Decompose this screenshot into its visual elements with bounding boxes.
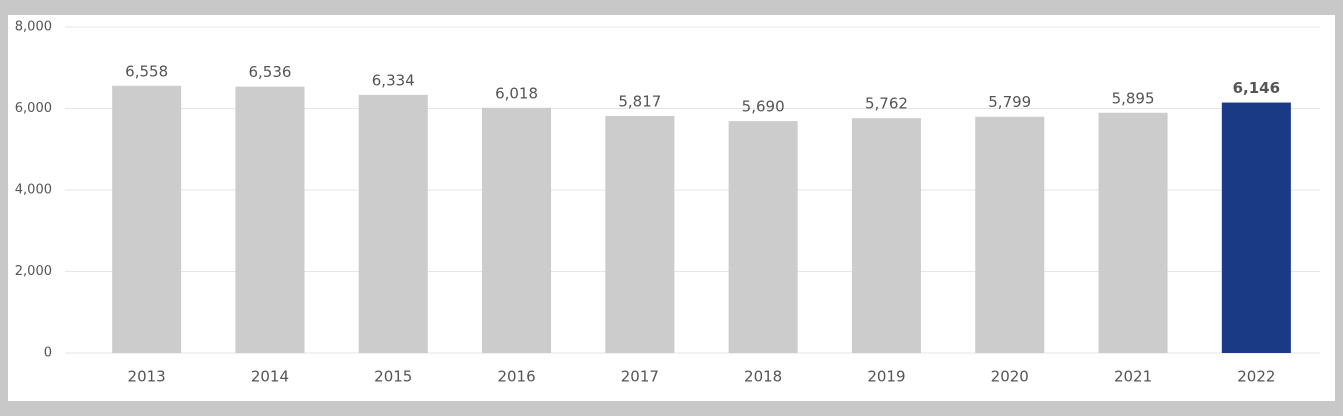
y-tick-label: 6,000 — [15, 101, 52, 116]
data-label: 5,799 — [988, 93, 1031, 111]
bar — [112, 85, 182, 353]
bar — [1098, 112, 1168, 353]
x-tick-label: 2020 — [991, 368, 1029, 386]
bar — [358, 94, 428, 354]
data-label: 5,817 — [618, 92, 661, 110]
x-tick-label: 2021 — [1114, 368, 1152, 386]
bar — [235, 86, 305, 354]
y-tick-label: 4,000 — [15, 183, 52, 198]
data-label: 5,895 — [1112, 89, 1155, 107]
x-tick-label: 2016 — [497, 368, 535, 386]
bar — [482, 107, 552, 353]
data-label: 5,762 — [865, 95, 908, 113]
data-label: 6,018 — [495, 84, 538, 102]
bar — [728, 121, 798, 353]
bar — [605, 115, 675, 354]
x-tick-label: 2017 — [621, 368, 659, 386]
data-label: 6,558 — [125, 62, 168, 80]
x-tick-label: 2019 — [867, 368, 905, 386]
y-tick-label: 8,000 — [15, 20, 52, 35]
data-label: 5,690 — [742, 98, 785, 116]
y-tick-label: 0 — [44, 346, 52, 361]
bar — [851, 118, 921, 353]
x-tick-label: 2014 — [251, 368, 289, 386]
x-tick-label: 2015 — [374, 368, 412, 386]
x-tick-label: 2022 — [1237, 368, 1275, 386]
x-tick-label: 2018 — [744, 368, 782, 386]
bar — [1221, 102, 1291, 353]
data-label: 6,146 — [1233, 79, 1280, 97]
x-tick-label: 2013 — [128, 368, 166, 386]
bar — [975, 116, 1045, 353]
data-label: 6,536 — [248, 63, 291, 81]
y-tick-label: 2,000 — [15, 264, 52, 279]
data-label: 6,334 — [372, 71, 415, 89]
